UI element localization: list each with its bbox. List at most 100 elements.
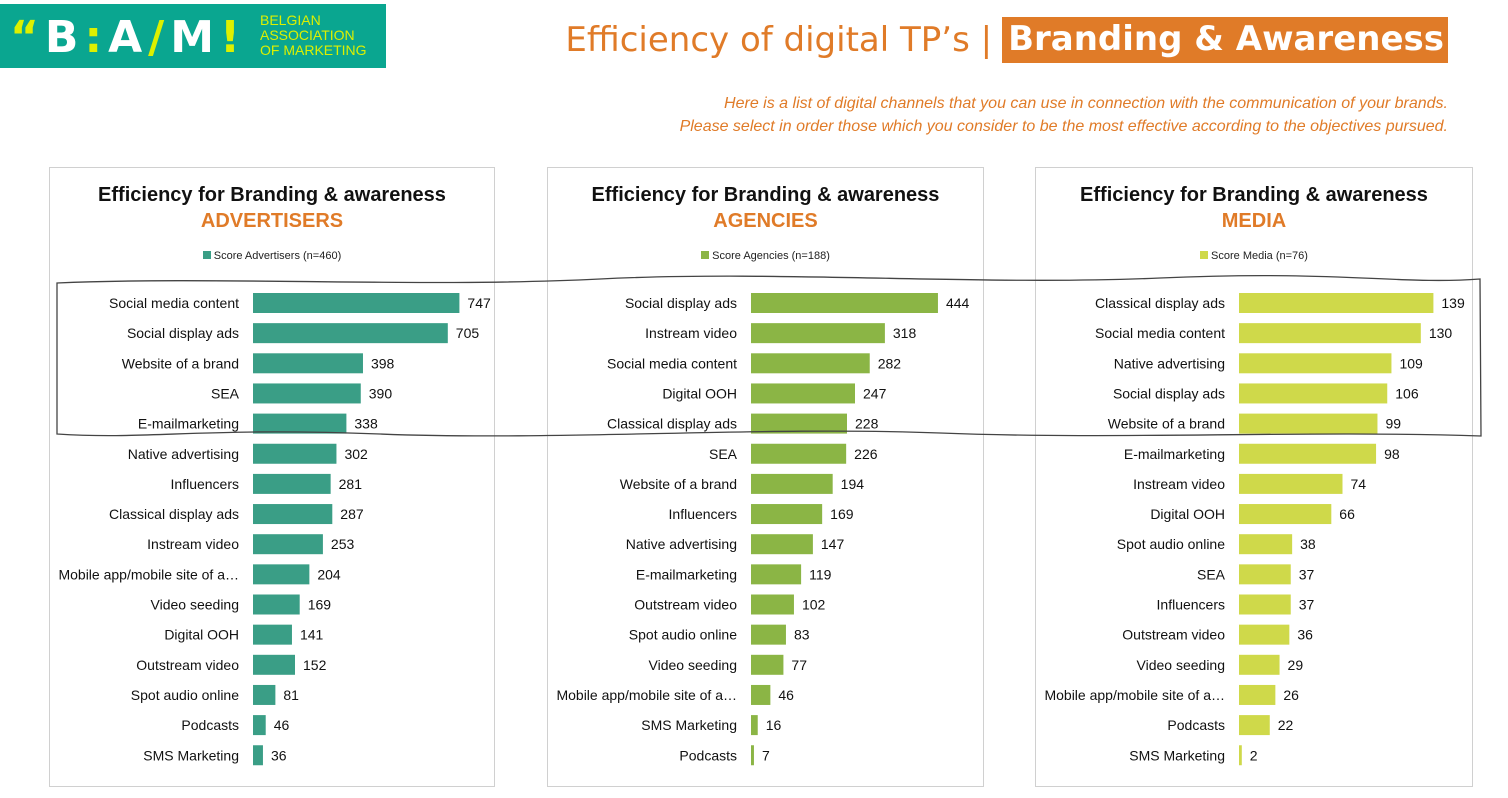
category-label: Video seeding xyxy=(1137,657,1225,673)
bar xyxy=(253,654,295,675)
bar xyxy=(751,443,847,464)
logo-quote: “ xyxy=(10,12,45,63)
category-label: Outstream video xyxy=(634,597,737,613)
value-label: 281 xyxy=(339,476,363,492)
value-label: 36 xyxy=(271,747,287,763)
page-title: Efficiency of digital TP’s | Branding & … xyxy=(565,14,1448,66)
category-label: E-mailmarketing xyxy=(636,566,737,582)
category-label: Spot audio online xyxy=(1117,536,1225,552)
value-label: 139 xyxy=(1441,295,1465,311)
bar xyxy=(253,323,448,344)
chart-subtitle: ADVERTISERS xyxy=(200,210,344,232)
value-label: 38 xyxy=(1300,536,1316,552)
value-label: 152 xyxy=(303,657,327,673)
value-label: 390 xyxy=(369,385,393,401)
value-label: 22 xyxy=(1278,717,1294,733)
legend-label: Score Media (n=76) xyxy=(1211,250,1308,262)
value-label: 398 xyxy=(371,355,395,371)
value-label: 83 xyxy=(794,627,810,643)
category-label: Video seeding xyxy=(151,597,239,613)
legend-swatch xyxy=(1200,251,1209,259)
bar xyxy=(1239,383,1388,404)
chart-subtitle: MEDIA xyxy=(1221,210,1287,232)
bar xyxy=(1239,293,1434,313)
legend-swatch xyxy=(701,251,710,259)
category-label: Social display ads xyxy=(625,295,737,311)
value-label: 36 xyxy=(1297,627,1313,643)
bar xyxy=(1239,684,1276,705)
value-label: 2 xyxy=(1250,747,1258,763)
bar xyxy=(751,353,870,374)
bar xyxy=(1239,323,1421,344)
bar xyxy=(751,594,794,615)
logo-colon: : xyxy=(84,12,109,63)
category-label: Outstream video xyxy=(136,657,239,673)
bar-chart-advertisers: Social media content 747 Social display ad… xyxy=(58,293,491,766)
category-label: Website of a brand xyxy=(1108,416,1225,432)
category-label: Mobile app/mobile site of a… xyxy=(556,687,737,703)
category-label: SMS Marketing xyxy=(143,747,239,763)
value-label: 194 xyxy=(841,476,865,492)
value-label: 99 xyxy=(1385,416,1401,432)
bar xyxy=(253,443,337,464)
logo-letter-b: B xyxy=(44,12,85,63)
bar xyxy=(751,684,771,705)
value-label: 253 xyxy=(331,536,355,552)
category-label: Podcasts xyxy=(181,717,239,733)
bar xyxy=(253,534,323,555)
category-label: SEA xyxy=(709,446,738,462)
bar xyxy=(751,534,813,555)
bar xyxy=(751,413,847,434)
category-label: Native advertising xyxy=(128,446,239,462)
value-label: 228 xyxy=(855,416,879,432)
chart-legend: Score Media (n=76) xyxy=(1036,250,1472,262)
category-label: Instream video xyxy=(645,325,737,341)
bar xyxy=(253,564,310,585)
chart-title: Efficiency for Branding & awareness xyxy=(1080,184,1428,206)
logo-line-3: OF MARKETING xyxy=(260,42,367,58)
bar-chart-media: Classical display ads 139 Social media con… xyxy=(1044,293,1465,766)
value-label: 77 xyxy=(791,657,807,673)
bar xyxy=(253,715,266,736)
page-title-main: Efficiency of digital TP’s | xyxy=(565,20,993,60)
bar xyxy=(1239,564,1291,585)
bar xyxy=(253,473,331,494)
category-label: E-mailmarketing xyxy=(1124,446,1225,462)
chart-legend: Score Advertisers (n=460) xyxy=(50,250,494,262)
logo-line-2: ASSOCIATION xyxy=(260,27,355,43)
value-label: 46 xyxy=(274,717,290,733)
category-label: Website of a brand xyxy=(620,476,737,492)
chart-legend: Score Agencies (n=188) xyxy=(548,250,983,262)
category-label: Social media content xyxy=(607,355,737,371)
bar xyxy=(1239,473,1343,494)
category-label: Classical display ads xyxy=(109,506,239,522)
logo-exclamation: ! xyxy=(220,12,247,63)
value-label: 7 xyxy=(762,747,770,763)
bar xyxy=(751,745,754,766)
category-label: SEA xyxy=(211,385,240,401)
value-label: 98 xyxy=(1384,446,1400,462)
category-label: Classical display ads xyxy=(607,416,737,432)
category-label: Website of a brand xyxy=(122,355,239,371)
bar xyxy=(751,323,885,344)
category-label: Social media content xyxy=(109,295,239,311)
category-label: Podcasts xyxy=(1167,717,1225,733)
value-label: 109 xyxy=(1399,355,1423,371)
category-label: Digital OOH xyxy=(164,627,239,643)
chart-panel-agencies: Efficiency for Branding & awareness AGEN… xyxy=(547,167,984,787)
value-label: 29 xyxy=(1288,657,1304,673)
value-label: 287 xyxy=(340,506,364,522)
value-label: 318 xyxy=(893,325,917,341)
value-label: 102 xyxy=(802,597,826,613)
bar xyxy=(1239,443,1377,464)
bar xyxy=(253,293,460,313)
bar xyxy=(751,504,823,525)
value-label: 247 xyxy=(863,385,887,401)
value-label: 37 xyxy=(1299,597,1315,613)
bam-logo-mark: “B:A/M! xyxy=(10,10,246,66)
bar-chart-agencies: Social display ads 444 Instream video 318 So… xyxy=(556,293,970,766)
chart-title: Efficiency for Branding & awareness xyxy=(98,184,446,206)
bar xyxy=(751,383,855,404)
value-label: 74 xyxy=(1350,476,1366,492)
category-label: Video seeding xyxy=(649,657,737,673)
